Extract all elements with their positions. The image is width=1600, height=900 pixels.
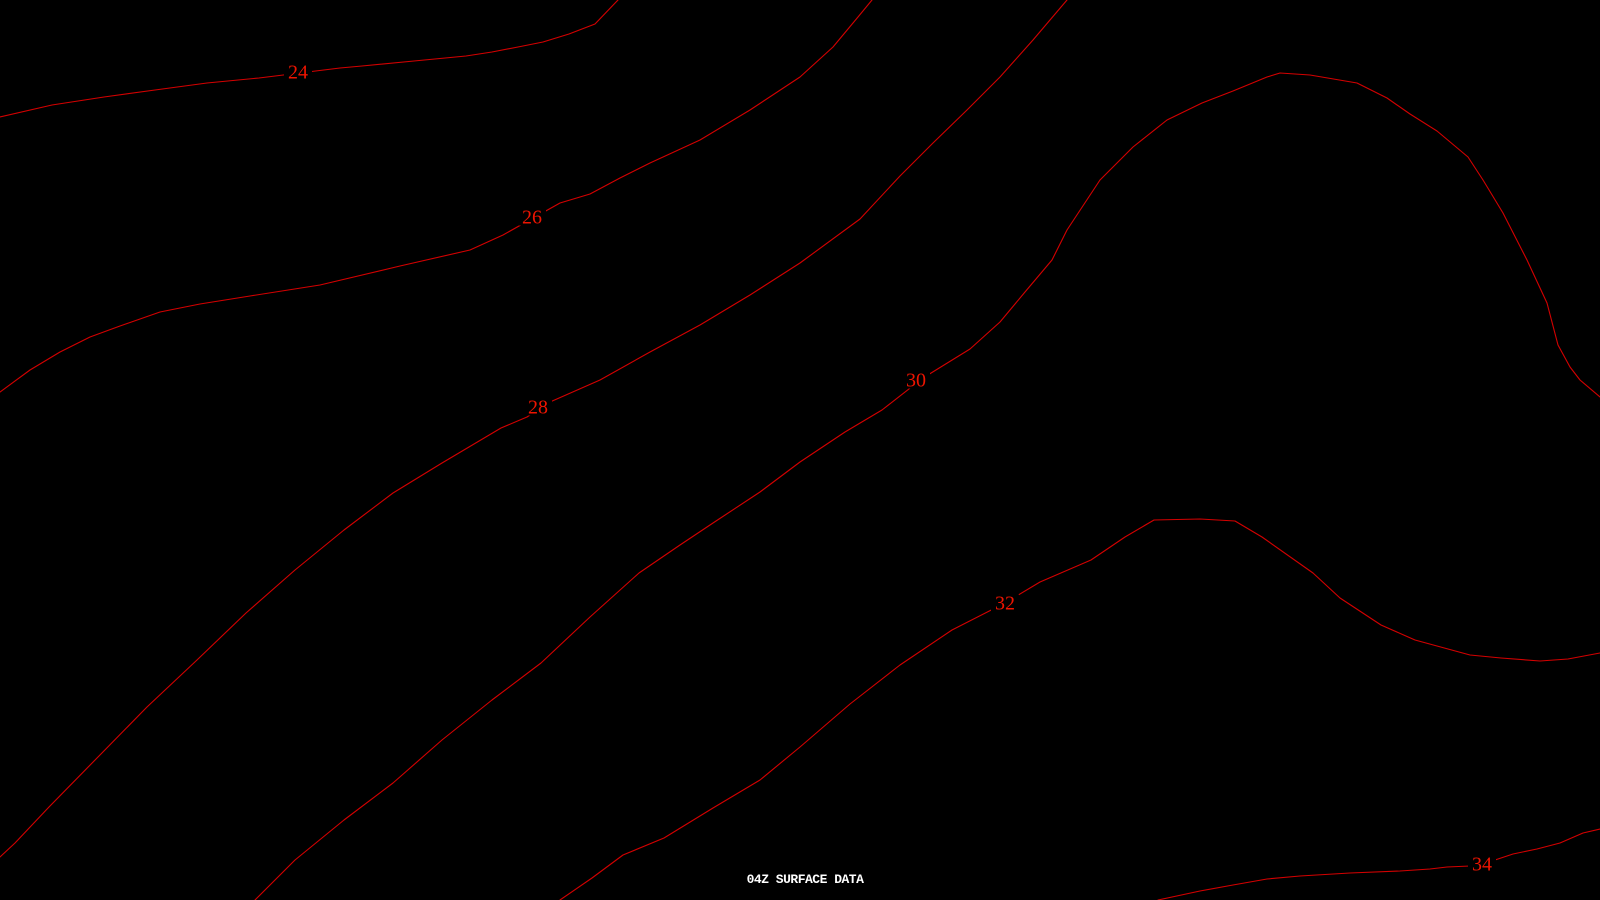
contour-label-34: 34 bbox=[1468, 854, 1496, 876]
contour-label-mask-32 bbox=[991, 594, 1019, 612]
contour-label-text-34: 34 bbox=[1472, 854, 1492, 876]
contour-line-24 bbox=[0, 0, 619, 118]
contour-label-mask-28 bbox=[524, 398, 552, 416]
contour-label-30: 30 bbox=[902, 370, 930, 392]
contour-line-34 bbox=[1157, 828, 1600, 900]
contour-label-text-26: 26 bbox=[522, 207, 542, 229]
contour-label-mask-26 bbox=[518, 208, 546, 226]
contour-labels-layer: 24 26 28 30 32 34 bbox=[284, 62, 1496, 876]
contour-label-mask-34 bbox=[1468, 855, 1496, 873]
contour-label-text-28: 28 bbox=[528, 397, 548, 419]
contour-line-32 bbox=[559, 518, 1600, 900]
contour-label-mask-30 bbox=[902, 371, 930, 389]
contour-label-mask-24 bbox=[284, 63, 312, 81]
contour-label-text-24: 24 bbox=[288, 62, 308, 84]
contour-label-text-32: 32 bbox=[995, 593, 1015, 615]
contour-label-26: 26 bbox=[518, 207, 546, 229]
plot-title: 04Z SURFACE DATA bbox=[746, 872, 864, 887]
contour-line-26 bbox=[0, 0, 873, 393]
contour-line-30 bbox=[254, 72, 1600, 900]
contour-label-32: 32 bbox=[991, 593, 1019, 615]
contour-label-28: 28 bbox=[524, 397, 552, 419]
contour-label-text-30: 30 bbox=[906, 370, 926, 392]
contour-label-24: 24 bbox=[284, 62, 312, 84]
contour-line-28 bbox=[0, 0, 1068, 858]
